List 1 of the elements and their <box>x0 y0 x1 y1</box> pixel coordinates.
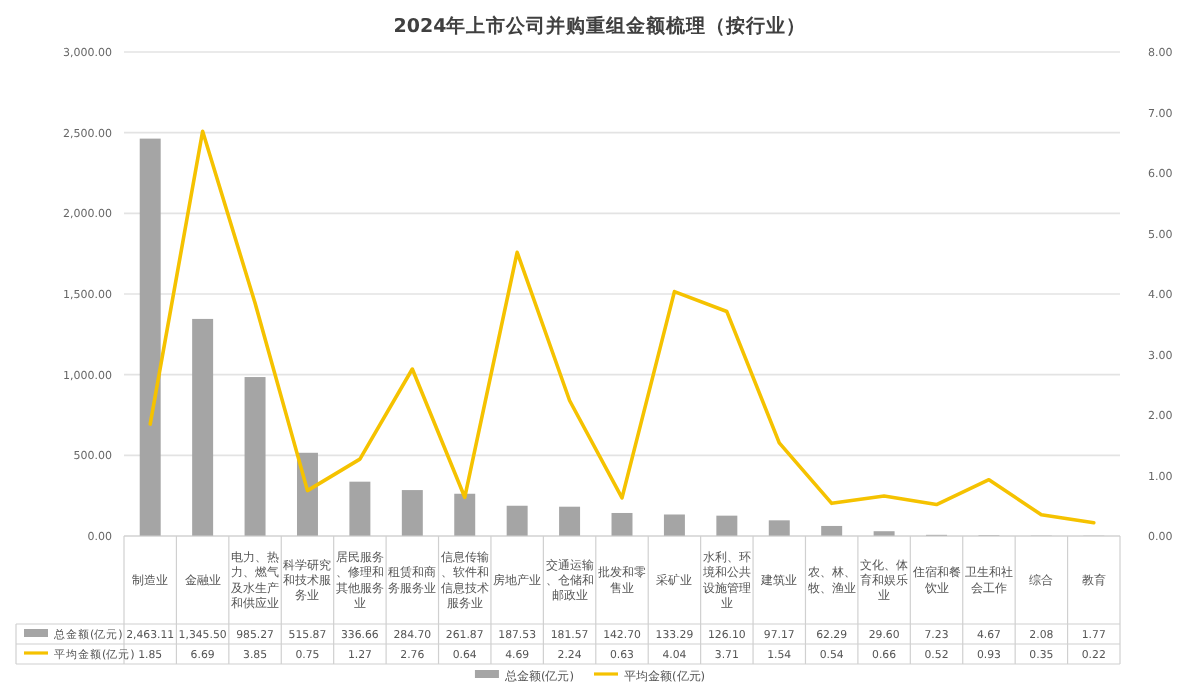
chart-title: 2024年上市公司并购重组金额梳理（按行业） <box>393 14 807 38</box>
